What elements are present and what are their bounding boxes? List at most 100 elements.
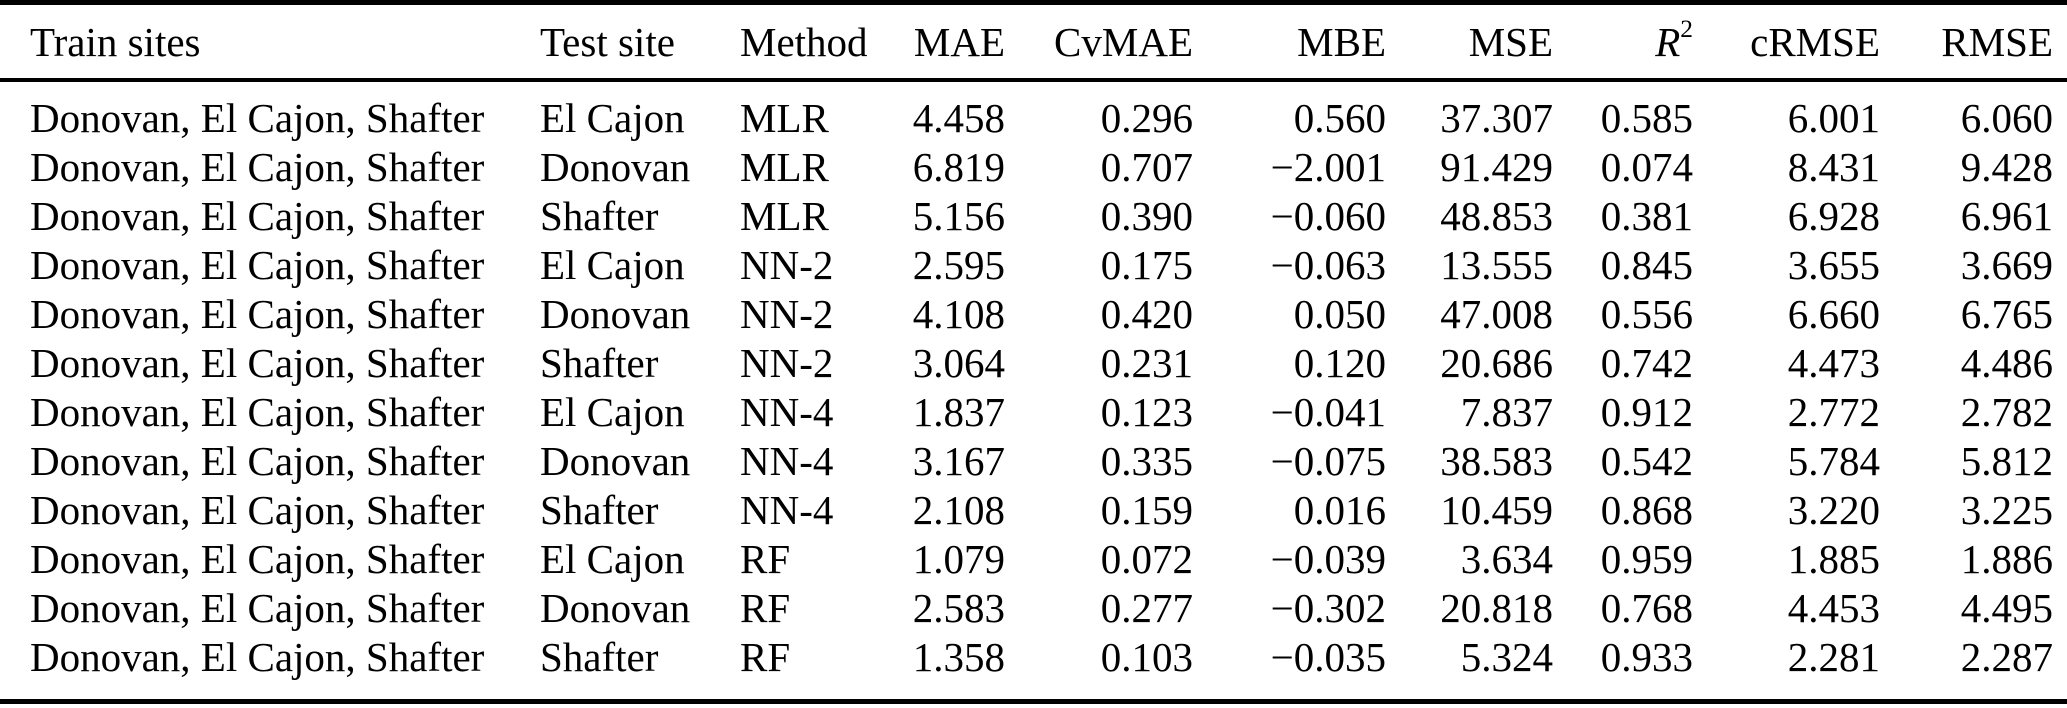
cell-train-sites: Donovan, El Cajon, Shafter — [30, 487, 485, 533]
cell-crmse: 5.784 — [1787, 438, 1880, 484]
cell-test-site: El Cajon — [540, 536, 685, 582]
column-header-train-sites: Train sites — [0, 2, 540, 82]
cell-mae: 4.108 — [912, 291, 1005, 337]
cell-mae: 1.837 — [912, 389, 1005, 435]
table-row: Donovan, El Cajon, Shafter El Cajon MLR 4.4… — [0, 94, 2067, 143]
cell-test-site: El Cajon — [540, 95, 685, 141]
cell-mae: 3.167 — [912, 438, 1005, 484]
cell-method: RF — [740, 634, 791, 680]
cell-mse: 38.583 — [1440, 438, 1553, 484]
cell-r2: 0.768 — [1600, 585, 1693, 631]
cell-method: MLR — [740, 193, 829, 239]
cell-r2: 0.868 — [1600, 487, 1693, 533]
column-header-rmse: RMSE — [1880, 2, 2067, 82]
cell-r2: 0.742 — [1600, 340, 1693, 386]
cell-mse: 37.307 — [1440, 95, 1553, 141]
cell-r2: 0.542 — [1600, 438, 1693, 484]
cell-mbe: 0.050 — [1293, 291, 1386, 337]
cell-mbe: −0.035 — [1270, 634, 1386, 680]
cell-mae: 4.458 — [912, 95, 1005, 141]
cell-crmse: 2.281 — [1787, 634, 1880, 680]
column-header-r2: R2 — [1553, 2, 1693, 82]
cell-mbe: −0.039 — [1270, 536, 1386, 582]
cell-mbe: 0.016 — [1293, 487, 1386, 533]
cell-mbe: −0.060 — [1270, 193, 1386, 239]
column-header-superscript: 2 — [1680, 15, 1693, 44]
cell-cvmae: 0.175 — [1100, 242, 1193, 288]
cell-test-site: Shafter — [540, 634, 659, 680]
cell-mbe: 0.120 — [1293, 340, 1386, 386]
column-header-test-site: Test site — [540, 2, 740, 82]
cell-cvmae: 0.390 — [1100, 193, 1193, 239]
table-row: Donovan, El Cajon, Shafter Donovan RF 2.583… — [0, 584, 2067, 633]
cell-r2: 0.381 — [1600, 193, 1693, 239]
cell-mse: 91.429 — [1440, 144, 1553, 190]
cell-train-sites: Donovan, El Cajon, Shafter — [30, 389, 485, 435]
cell-cvmae: 0.159 — [1100, 487, 1193, 533]
cell-method: RF — [740, 585, 791, 631]
cell-mae: 2.583 — [912, 585, 1005, 631]
cell-train-sites: Donovan, El Cajon, Shafter — [30, 438, 485, 484]
cell-rmse: 4.486 — [1960, 340, 2053, 386]
cell-crmse: 3.655 — [1787, 242, 1880, 288]
cell-cvmae: 0.296 — [1100, 95, 1193, 141]
cell-r2: 0.933 — [1600, 634, 1693, 680]
table-header-row: Train sites Test site Method MAE CvMAE MBE MSE… — [0, 2, 2067, 82]
cell-train-sites: Donovan, El Cajon, Shafter — [30, 585, 485, 631]
cell-r2: 0.959 — [1600, 536, 1693, 582]
cell-cvmae: 0.335 — [1100, 438, 1193, 484]
cell-crmse: 6.001 — [1787, 95, 1880, 141]
table-row: Donovan, El Cajon, Shafter El Cajon NN-2 2.… — [0, 241, 2067, 290]
cell-mae: 2.595 — [912, 242, 1005, 288]
cell-test-site: Shafter — [540, 487, 659, 533]
table-row: Donovan, El Cajon, Shafter Shafter NN-4 2.1… — [0, 486, 2067, 535]
cell-crmse: 4.453 — [1787, 585, 1880, 631]
table-body: Donovan, El Cajon, Shafter El Cajon MLR 4.4… — [0, 80, 2067, 701]
cell-mae: 6.819 — [912, 144, 1005, 190]
cell-crmse: 6.660 — [1787, 291, 1880, 337]
cell-test-site: El Cajon — [540, 389, 685, 435]
column-header-crmse: cRMSE — [1693, 2, 1880, 82]
cell-method: MLR — [740, 144, 829, 190]
cell-train-sites: Donovan, El Cajon, Shafter — [30, 242, 485, 288]
cell-rmse: 2.287 — [1960, 634, 2053, 680]
cell-test-site: Donovan — [540, 144, 691, 190]
cell-rmse: 2.782 — [1960, 389, 2053, 435]
table-row: Donovan, El Cajon, Shafter Shafter RF 1.358… — [0, 633, 2067, 682]
cell-mse: 13.555 — [1440, 242, 1553, 288]
cell-mae: 1.079 — [912, 536, 1005, 582]
cell-cvmae: 0.707 — [1100, 144, 1193, 190]
cell-r2: 0.585 — [1600, 95, 1693, 141]
cell-cvmae: 0.123 — [1100, 389, 1193, 435]
table-row: Donovan, El Cajon, Shafter El Cajon RF 1.07… — [0, 535, 2067, 584]
column-header-mbe: MBE — [1193, 2, 1386, 82]
column-header-cvmae: CvMAE — [1005, 2, 1193, 82]
cell-test-site: Donovan — [540, 438, 691, 484]
cell-mbe: −0.302 — [1270, 585, 1386, 631]
cell-test-site: El Cajon — [540, 242, 685, 288]
cell-method: NN-4 — [740, 438, 834, 484]
cell-rmse: 4.495 — [1960, 585, 2053, 631]
cell-mbe: 0.560 — [1293, 95, 1386, 141]
cell-rmse: 6.060 — [1960, 95, 2053, 141]
cell-train-sites: Donovan, El Cajon, Shafter — [30, 193, 485, 239]
cell-cvmae: 0.277 — [1100, 585, 1193, 631]
table-row: Donovan, El Cajon, Shafter Donovan MLR 6.81… — [0, 143, 2067, 192]
cell-method: NN-2 — [740, 291, 834, 337]
cell-train-sites: Donovan, El Cajon, Shafter — [30, 95, 485, 141]
table-header: Train sites Test site Method MAE CvMAE MBE MSE… — [0, 2, 2067, 82]
column-header-method: Method — [740, 2, 908, 82]
cell-mse: 10.459 — [1440, 487, 1553, 533]
cell-cvmae: 0.072 — [1100, 536, 1193, 582]
cell-crmse: 6.928 — [1787, 193, 1880, 239]
cell-cvmae: 0.231 — [1100, 340, 1193, 386]
table-row: Donovan, El Cajon, Shafter Donovan NN-4 3.1… — [0, 437, 2067, 486]
cell-cvmae: 0.420 — [1100, 291, 1193, 337]
cell-r2: 0.912 — [1600, 389, 1693, 435]
cell-crmse: 8.431 — [1787, 144, 1880, 190]
cell-mse: 48.853 — [1440, 193, 1553, 239]
cell-rmse: 6.765 — [1960, 291, 2053, 337]
cell-rmse: 6.961 — [1960, 193, 2053, 239]
table-row: Donovan, El Cajon, Shafter Shafter NN-2 3.0… — [0, 339, 2067, 388]
